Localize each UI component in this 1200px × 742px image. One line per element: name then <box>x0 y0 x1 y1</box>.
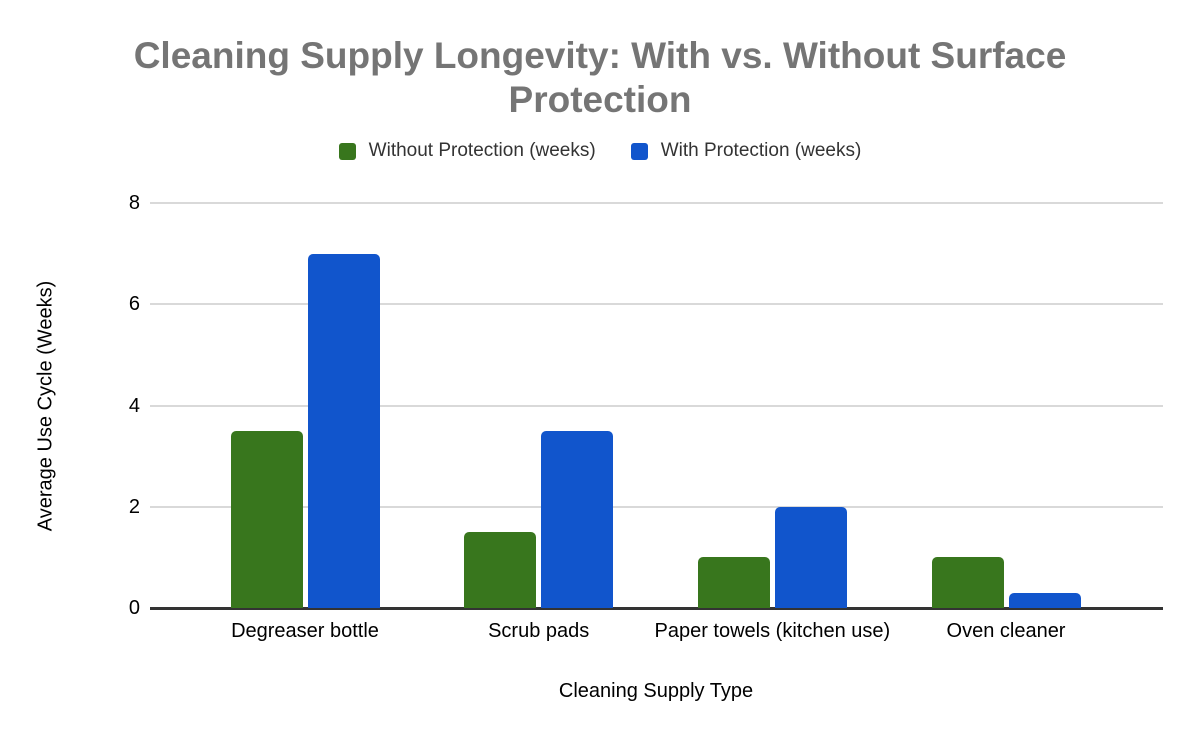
legend-item[interactable]: Without Protection (weeks) <box>338 140 596 162</box>
y-tick-label: 6 <box>128 293 140 316</box>
x-category-label: Degreaser bottle <box>231 620 379 642</box>
gridline <box>150 404 1163 407</box>
gridline <box>150 303 1163 306</box>
bar[interactable] <box>307 253 380 608</box>
bar[interactable] <box>774 506 847 608</box>
legend-item[interactable]: With Protection (weeks) <box>630 140 862 162</box>
x-axis-line <box>150 607 1163 610</box>
chart-title: Cleaning Supply Longevity: With vs. With… <box>133 35 1067 120</box>
gridline <box>150 202 1163 204</box>
y-tick-label: 2 <box>128 495 140 518</box>
x-category-label: Paper towels (kitchen use) <box>654 620 891 642</box>
bar[interactable] <box>931 557 1004 608</box>
bar[interactable] <box>464 532 537 608</box>
plot-area <box>150 202 1163 610</box>
bar[interactable] <box>230 430 303 608</box>
y-tick-label: 8 <box>128 192 140 214</box>
legend-label: Without Protection (weeks) <box>368 140 596 161</box>
y-tick-label: 0 <box>128 597 140 619</box>
legend-swatch <box>338 142 356 160</box>
legend-label: With Protection (weeks) <box>660 140 862 161</box>
legend-swatch <box>630 142 648 160</box>
x-category-label: Scrub pads <box>488 620 590 642</box>
bar[interactable] <box>697 557 770 608</box>
gridline <box>150 505 1163 508</box>
y-tick-label: 4 <box>128 394 140 417</box>
x-axis-title: Cleaning Supply Type <box>558 680 754 702</box>
y-axis-title: Average Use Cycle (Weeks) <box>34 280 57 532</box>
x-category-label: Oven cleaner <box>946 620 1066 642</box>
bar[interactable] <box>1008 592 1081 608</box>
bar[interactable] <box>541 430 614 608</box>
legend: Without Protection (weeks) With Protectio… <box>0 140 1200 162</box>
